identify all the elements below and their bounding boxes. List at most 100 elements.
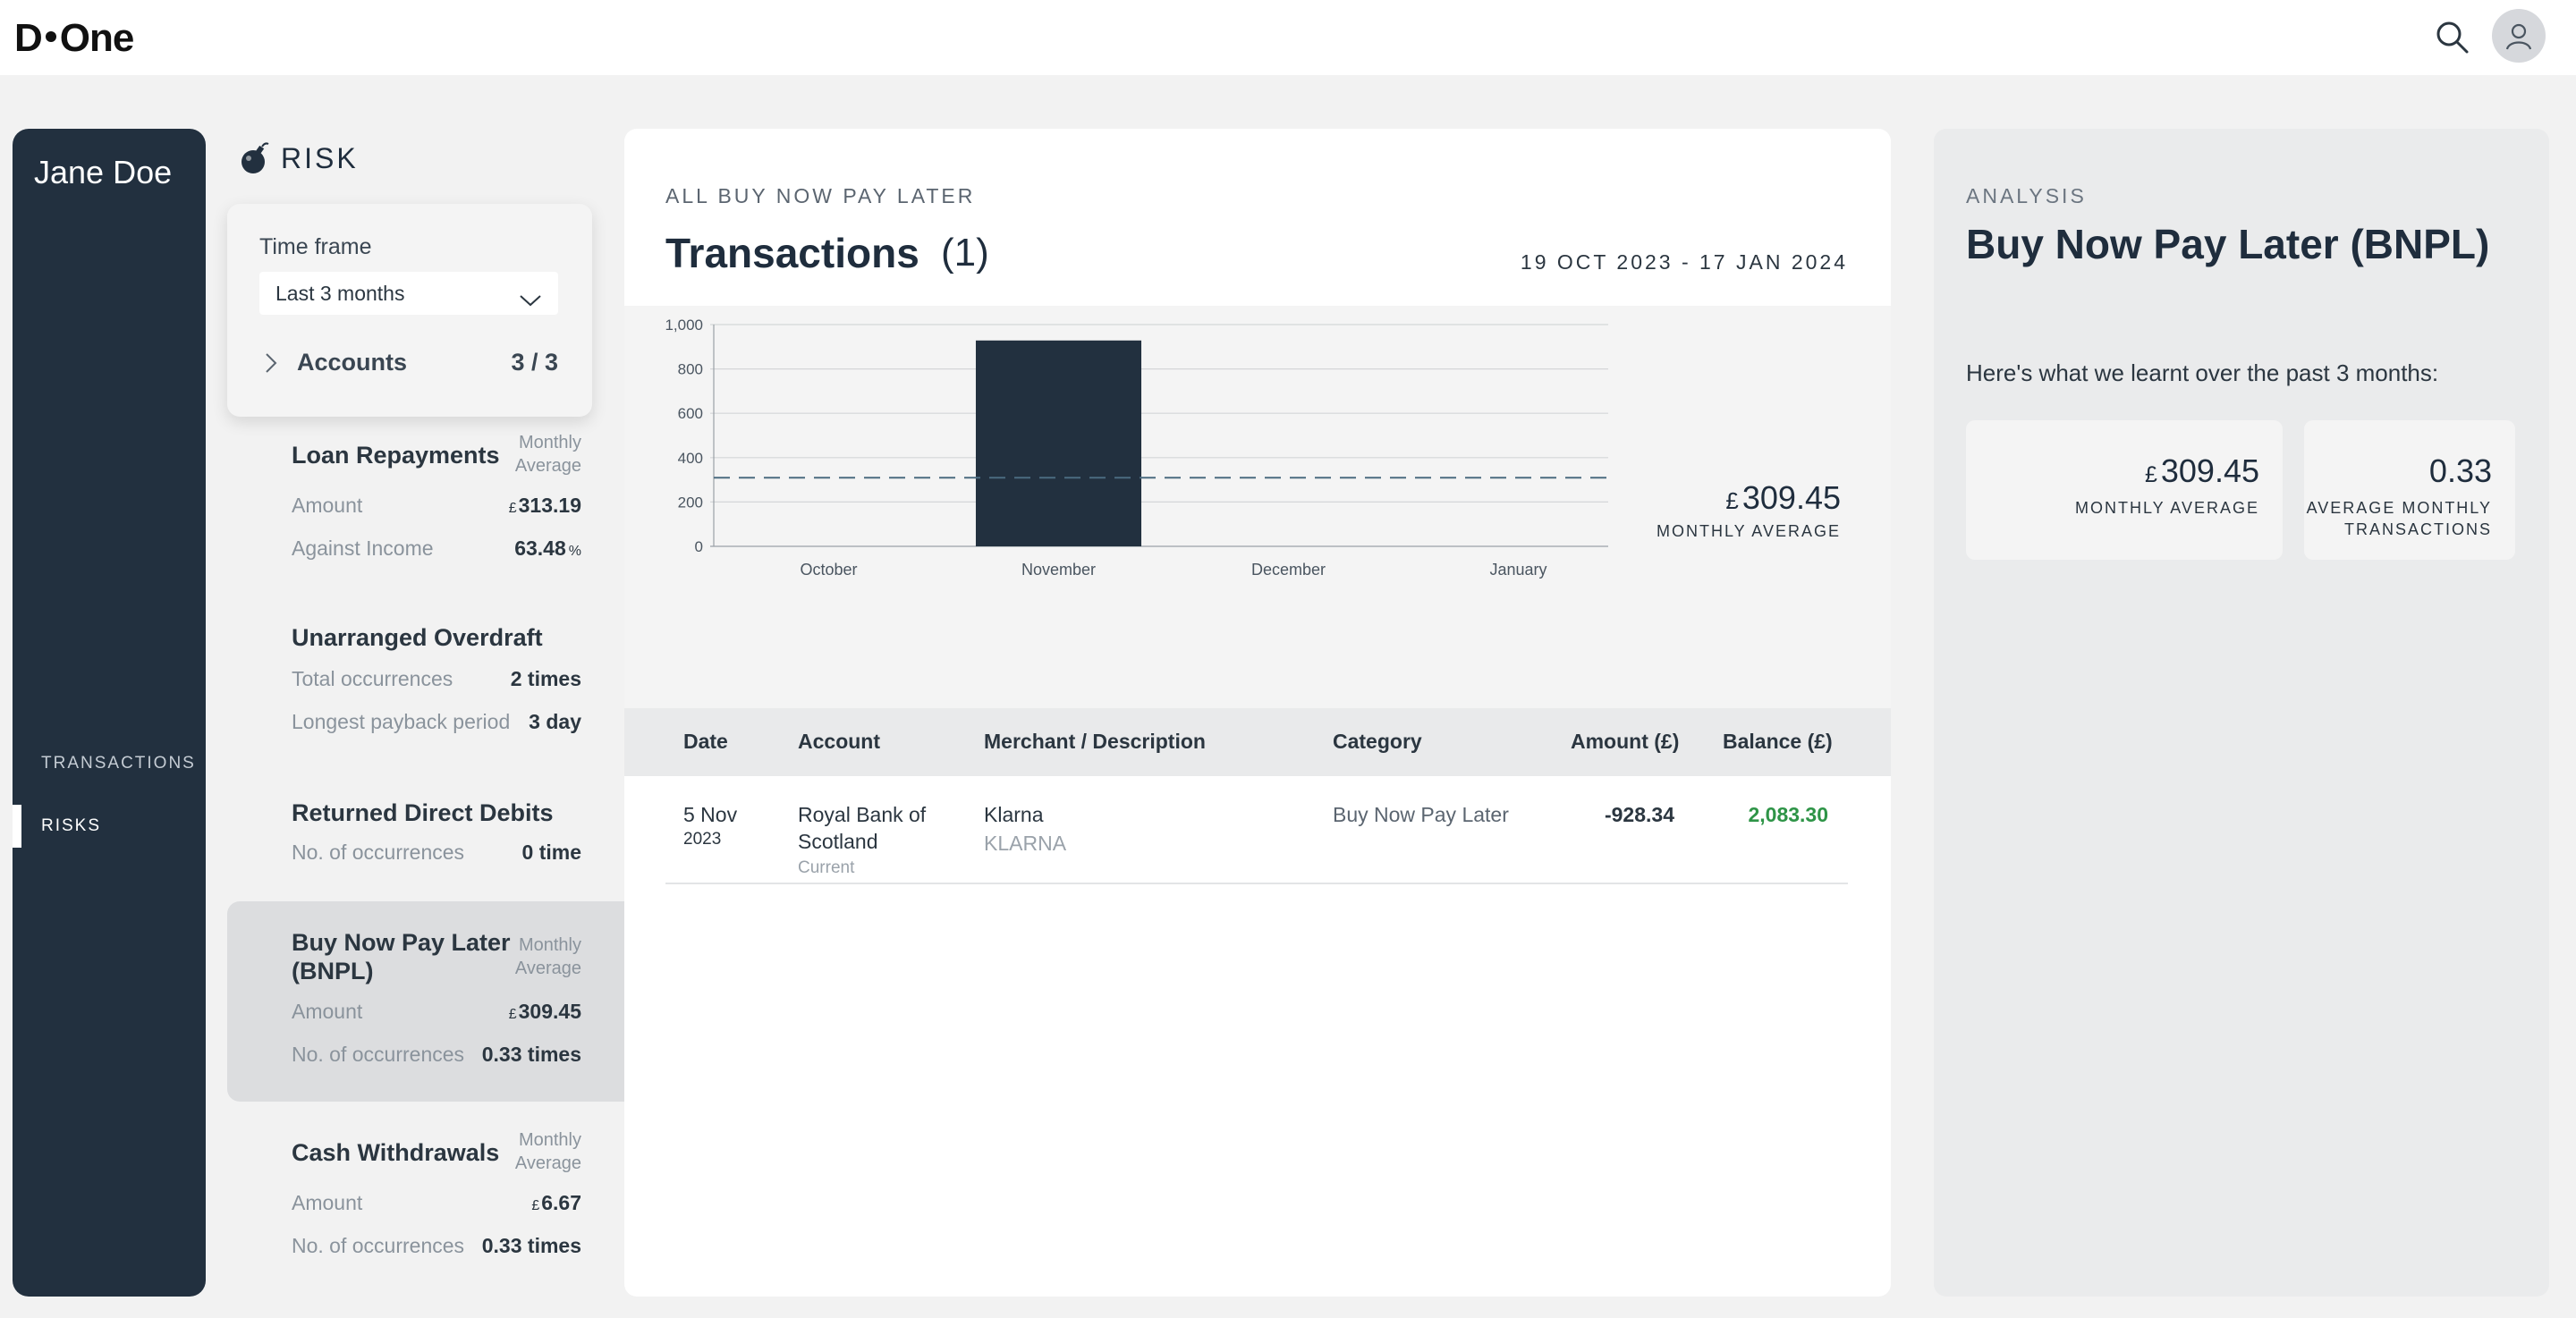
risk-title: RISK [281, 141, 359, 174]
row-merchant: Klarna [984, 803, 1044, 826]
column-header-category[interactable]: Category [1333, 730, 1422, 753]
y-tick-label: 0 [695, 538, 703, 555]
risk-row-label: No. of occurrences [292, 841, 465, 864]
risk-row-label: No. of occurrences [292, 1234, 465, 1257]
risk-item-subtitle: Monthly Average [514, 1130, 581, 1173]
date-range: 19 OCT 2023 - 17 JAN 2024 [1520, 250, 1848, 274]
logo-text-right: One [59, 16, 135, 60]
row-account-line2: Scotland [798, 830, 878, 853]
row-balance: 2,083.30 [1748, 803, 1828, 826]
risk-row-label: Amount [292, 1191, 363, 1214]
x-tick-label: October [800, 561, 857, 579]
accounts-toggle[interactable]: Accounts 3 / 3 [259, 345, 558, 381]
risk-row-value: 2 times [510, 667, 581, 690]
risk-item-subtitle: Monthly Average [514, 433, 581, 476]
risk-item-subtitle: Monthly Average [514, 935, 581, 978]
transactions-panel: ALL BUY NOW PAY LATER Transactions (1) 1… [624, 129, 1891, 1297]
risk-item-title: Cash Withdrawals [292, 1139, 500, 1166]
panel-eyebrow: ALL BUY NOW PAY LATER [665, 184, 976, 207]
risk-row-value: £6.67 [531, 1191, 581, 1214]
user-name: Jane Doe [34, 154, 173, 190]
risk-row-value: 0.33 times [481, 1043, 581, 1066]
analysis-panel: ANALYSIS Buy Now Pay Later (BNPL) Here's… [1934, 129, 2549, 1297]
stat-label: MONTHLY AVERAGE [2074, 499, 2259, 517]
x-tick-label: December [1251, 561, 1326, 579]
column-header-balance[interactable]: Balance (£) [1723, 730, 1833, 753]
nav-item-transactions[interactable]: TRANSACTIONS [41, 754, 196, 773]
bomb-icon [242, 142, 269, 173]
risk-item-title: Returned Direct Debits [292, 799, 554, 826]
y-tick-label: 600 [678, 405, 703, 422]
risk-item-bnpl[interactable]: Buy Now Pay Later (BNPL) Monthly Average A… [227, 901, 624, 1102]
risk-row-label: Amount [292, 494, 363, 517]
top-bar: D One [0, 0, 2576, 75]
logo-dot [45, 31, 56, 43]
row-description: KLARNA [984, 832, 1067, 855]
risk-item-loan-repayments[interactable]: Loan Repayments Monthly Average Amount £3… [227, 420, 624, 581]
timeframe-select[interactable]: Last 3 months [259, 272, 558, 315]
risk-row-label: Against Income [292, 536, 434, 560]
analysis-intro: Here's what we learnt over the past 3 mo… [1966, 359, 2439, 386]
row-category: Buy Now Pay Later [1333, 803, 1509, 826]
monthly-average-value: £309.45 [1725, 479, 1841, 516]
timeframe-card: Time frame Last 3 months Accounts 3 / 3 [227, 204, 592, 417]
column-header-amount[interactable]: Amount (£) [1571, 730, 1680, 753]
risk-item-cash-withdrawals[interactable]: Cash Withdrawals Monthly Average Amount £… [227, 1118, 624, 1279]
column-header-date[interactable]: Date [683, 730, 728, 753]
x-tick-label: November [1021, 561, 1096, 579]
risk-item-returned-direct-debits[interactable]: Returned Direct Debits No. of occurrence… [227, 782, 624, 889]
accounts-count: 3 / 3 [511, 349, 558, 376]
y-tick-label: 800 [678, 361, 703, 378]
risk-row-label: No. of occurrences [292, 1043, 465, 1066]
risk-row-value: 0.33 times [481, 1234, 581, 1257]
stat-value: 0.33 [2428, 452, 2492, 489]
page-title: Transactions [665, 230, 919, 276]
x-tick-label: January [1489, 561, 1546, 579]
risk-item-title: Loan Repayments [292, 442, 500, 469]
y-tick-label: 1,000 [665, 317, 703, 334]
nav-item-risks[interactable]: RISKS [13, 805, 206, 848]
risk-row-value: 0 time [521, 841, 581, 864]
bnpl-bar-chart: 0 200 400 600 800 1,000 October November Decembe… [665, 317, 1608, 579]
chevron-down-icon [519, 283, 542, 325]
row-date-day: 5 Nov [683, 803, 738, 826]
column-header-merchant[interactable]: Merchant / Description [984, 730, 1206, 753]
risk-row-label: Total occurrences [292, 667, 453, 690]
chart-bar [975, 340, 1142, 546]
search-icon[interactable] [2433, 18, 2472, 57]
table-row[interactable]: 5 Nov 2023 Royal Bank of Scotland Curren… [624, 776, 1891, 883]
transaction-count: (1) [941, 231, 989, 275]
row-divider [665, 883, 1848, 884]
logo[interactable]: D One [14, 16, 135, 61]
stat-label: AVERAGE MONTHLY TRANSACTIONS [2306, 499, 2492, 538]
stat-card-monthly-transactions: 0.33 AVERAGE MONTHLY TRANSACTIONS [2304, 420, 2515, 560]
monthly-average-label: MONTHLY AVERAGE [1656, 522, 1841, 540]
risk-row-value: 3 day [529, 710, 581, 733]
risk-item-title: Buy Now Pay Later (BNPL) [292, 929, 511, 984]
row-date-year: 2023 [683, 830, 722, 849]
timeframe-selected: Last 3 months [275, 282, 405, 305]
row-account-line1: Royal Bank of [798, 803, 927, 826]
timeframe-label: Time frame [259, 234, 372, 259]
sidebar: Jane Doe TRANSACTIONS RISKS [13, 129, 206, 1297]
risk-row-value: £309.45 [508, 1000, 581, 1023]
risk-header: RISK [240, 141, 359, 175]
risk-row-value: £313.19 [508, 494, 581, 517]
accounts-label: Accounts [297, 349, 408, 376]
table-header: Date Account Merchant / Description Cate… [624, 708, 1891, 776]
row-account-type: Current [798, 858, 855, 877]
column-header-account[interactable]: Account [798, 730, 880, 753]
stat-value: £309.45 [2144, 452, 2259, 489]
avatar[interactable] [2492, 9, 2546, 63]
analysis-title: Buy Now Pay Later (BNPL) [1966, 221, 2490, 267]
risk-item-unarranged-overdraft[interactable]: Unarranged Overdraft Total occurrences 2… [227, 606, 624, 758]
stat-card-monthly-average: £309.45 MONTHLY AVERAGE [1966, 420, 2283, 560]
row-amount: -928.34 [1604, 803, 1674, 826]
y-tick-label: 200 [678, 494, 703, 511]
logo-text-left: D [14, 16, 43, 60]
y-tick-label: 400 [678, 450, 703, 467]
risk-row-value: 63.48% [514, 536, 581, 560]
chevron-right-icon [266, 353, 277, 373]
risk-row-label: Longest payback period [292, 710, 511, 733]
risk-row-label: Amount [292, 1000, 363, 1023]
